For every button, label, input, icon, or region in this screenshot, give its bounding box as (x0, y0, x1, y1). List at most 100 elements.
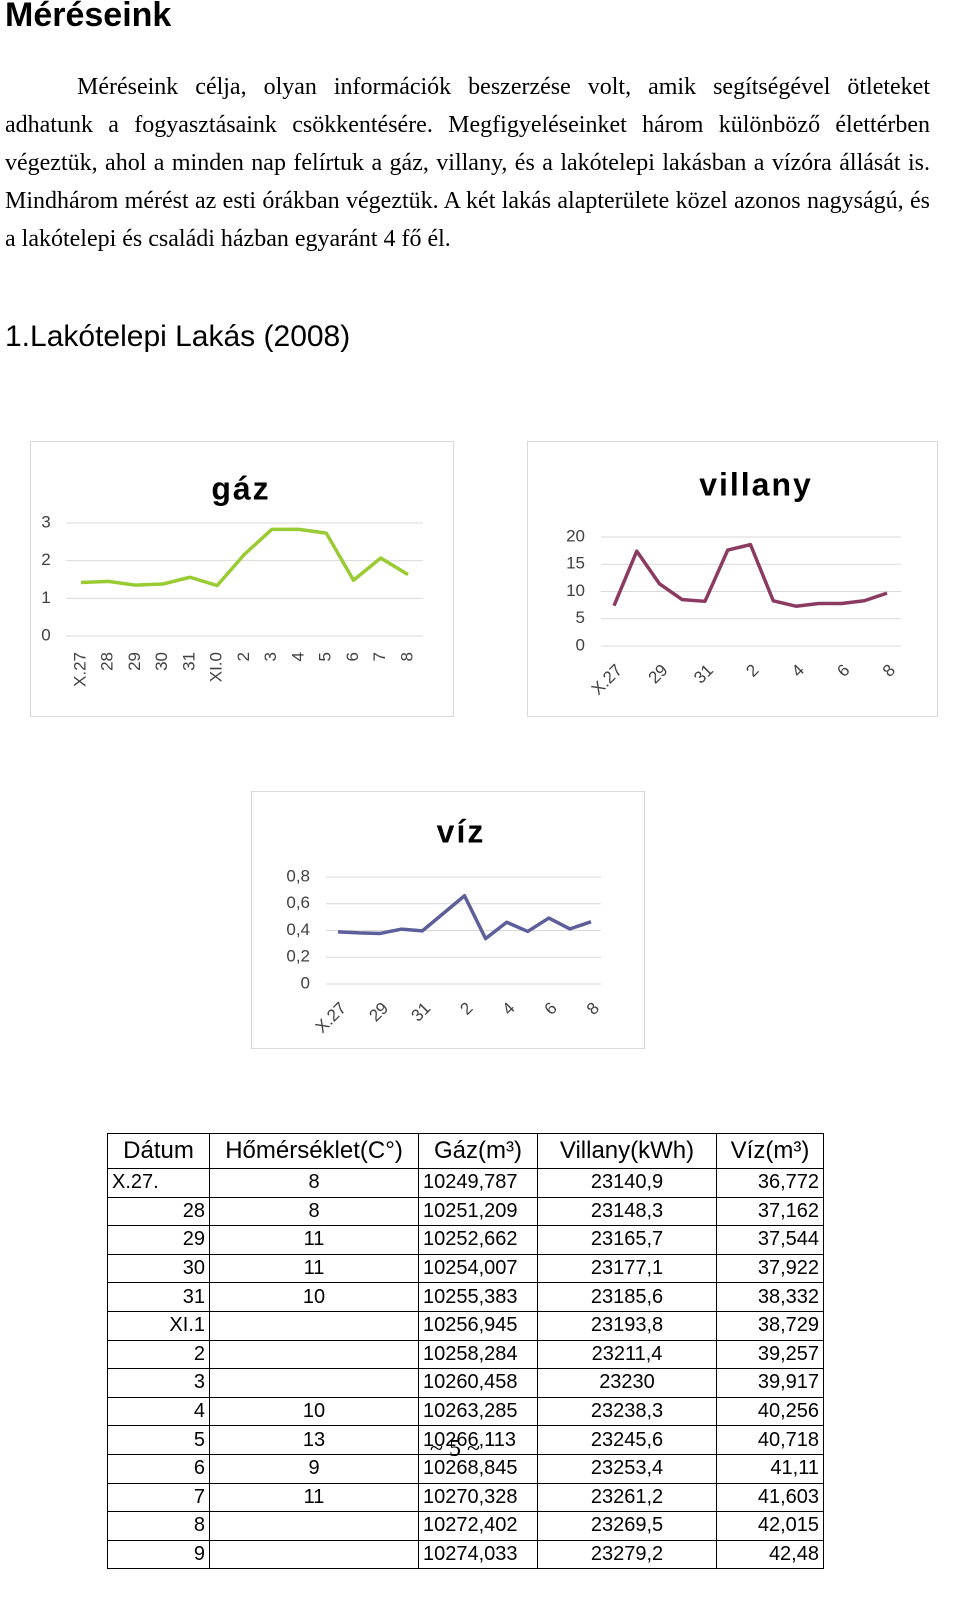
table-cell: 10249,787 (418, 1168, 538, 1198)
table-cell: 10254,007 (418, 1253, 538, 1284)
x-tick-label: 29 (365, 999, 392, 1026)
header-row: Dátum Hőmérséklet(C°) Gáz(m³) Villany(kWh) V… (107, 1133, 824, 1169)
y-tick-label: 3 (41, 512, 50, 531)
table-row: 2 10258,284 23211,4 39,257 (107, 1339, 824, 1370)
table-cell (209, 1368, 419, 1398)
y-tick-label: 0 (301, 973, 310, 992)
table-cell: 3 (107, 1368, 210, 1398)
table-cell: 11 (209, 1225, 419, 1255)
x-tick-label: 8 (583, 999, 603, 1019)
table-cell: 10270,328 (418, 1482, 538, 1513)
table-row: 31 10 10255,383 23185,6 38,332 (107, 1282, 824, 1312)
y-tick-label: 15 (566, 554, 585, 573)
table-cell: 10 (209, 1396, 419, 1427)
x-tick-label: 29 (125, 652, 144, 671)
table-cell: 23148,3 (537, 1196, 717, 1227)
table-cell: 10260,458 (418, 1368, 538, 1398)
x-tick-label: 8 (879, 661, 899, 681)
chart-viz: víz 0 0,2 0,4 0,6 0,8 X.27 29 31 2 4 6 8 (251, 791, 645, 1049)
table-cell: 9 (107, 1539, 210, 1570)
x-tick-label: 31 (408, 999, 435, 1026)
table-cell: 41,603 (716, 1482, 824, 1513)
table-cell: 23185,6 (537, 1282, 717, 1312)
x-tick-label: 4 (288, 652, 307, 661)
table-cell: 37,544 (716, 1225, 824, 1255)
table-cell: 10268,845 (418, 1453, 538, 1484)
x-tick-label: 2 (234, 652, 253, 661)
table-row: X.27. 8 10249,787 23140,9 36,772 (107, 1168, 824, 1198)
table-cell: 10 (209, 1282, 419, 1312)
table-cell: 42,48 (716, 1539, 824, 1570)
header-cell: Víz(m³) (716, 1133, 824, 1169)
x-tick-label: X.27 (312, 999, 350, 1037)
table-cell: X.27. (107, 1168, 210, 1198)
y-tick-label: 0,2 (286, 947, 310, 966)
data-line (612, 542, 888, 608)
table-cell: 30 (107, 1253, 210, 1284)
x-tick-label: 31 (690, 661, 717, 688)
table-cell: 5 (107, 1425, 210, 1455)
x-tick-label: 8 (397, 652, 416, 661)
table-cell (209, 1511, 419, 1541)
table-cell: XI.1 (107, 1310, 210, 1341)
table-cell: 37,922 (716, 1253, 824, 1284)
table-cell: 10252,662 (418, 1225, 538, 1255)
table-cell: 10266,113 (418, 1425, 538, 1455)
chart-title: gáz (211, 470, 270, 506)
page-number: ~ 5 ~ (430, 1436, 480, 1462)
table-cell: 28 (107, 1196, 210, 1227)
table-row: 29 11 10252,662 23165,7 37,544 (107, 1225, 824, 1255)
table-cell: 23253,4 (537, 1453, 717, 1484)
table-row: XI.1 10256,945 23193,8 38,729 (107, 1310, 824, 1341)
data-table: Dátum Hőmérséklet(C°) Gáz(m³) Villany(kWh) V… (107, 1133, 824, 1570)
x-tick-label: 30 (152, 652, 171, 671)
table-cell: 40,256 (716, 1396, 824, 1427)
y-tick-label: 20 (566, 526, 585, 545)
x-tick-label: X.27 (588, 661, 626, 699)
table-cell: 29 (107, 1225, 210, 1255)
table-cell: 23177,1 (537, 1253, 717, 1284)
table-row: 8 10272,402 23269,5 42,015 (107, 1511, 824, 1541)
x-tick-label: 7 (370, 652, 389, 661)
table-cell: 13 (209, 1425, 419, 1455)
table-cell: 23269,5 (537, 1511, 717, 1541)
x-tick-label: 2 (456, 999, 476, 1019)
table-row: 9 10274,033 23279,2 42,48 (107, 1539, 824, 1570)
table-cell: 23140,9 (537, 1168, 717, 1198)
table-cell: 10272,402 (418, 1511, 538, 1541)
table-row: 28 8 10251,209 23148,3 37,162 (107, 1196, 824, 1227)
x-tick-label: X.27 (70, 652, 89, 687)
table-cell: 7 (107, 1482, 210, 1513)
header-cell: Dátum (107, 1133, 210, 1169)
table-cell: 23211,4 (537, 1339, 717, 1370)
x-tick-label: 31 (179, 652, 198, 671)
table-cell: 8 (209, 1168, 419, 1198)
table-cell (209, 1339, 419, 1370)
table-cell: 41,11 (716, 1453, 824, 1484)
table-cell: 6 (107, 1453, 210, 1484)
y-tick-label: 2 (41, 550, 50, 569)
y-tick-label: 0 (576, 635, 585, 654)
x-tick-label: XI.0 (207, 652, 226, 682)
table-cell: 23230 (537, 1368, 717, 1398)
x-tick-label: 6 (343, 652, 362, 661)
header-cell: Gáz(m³) (418, 1133, 538, 1169)
table-cell: 10274,033 (418, 1539, 538, 1570)
table-cell (209, 1539, 419, 1570)
table-cell: 11 (209, 1482, 419, 1513)
table-cell: 10258,284 (418, 1339, 538, 1370)
table-row: 6 9 10268,845 23253,4 41,11 (107, 1453, 824, 1484)
y-tick-label: 5 (576, 608, 585, 627)
subheading: 1.Lakótelepi Lakás (2008) (5, 320, 351, 353)
table-cell: 23165,7 (537, 1225, 717, 1255)
table-row: 4 10 10263,285 23238,3 40,256 (107, 1396, 824, 1427)
chart-villany: villany 0 5 10 15 20 X.27 29 31 2 4 6 8 (527, 441, 938, 717)
y-tick-label: 10 (566, 581, 585, 600)
table-cell (209, 1310, 419, 1341)
x-tick-label: 5 (316, 652, 335, 661)
y-tick-label: 0,6 (286, 893, 310, 912)
data-line (337, 893, 592, 941)
x-tick-label: 4 (788, 661, 808, 681)
